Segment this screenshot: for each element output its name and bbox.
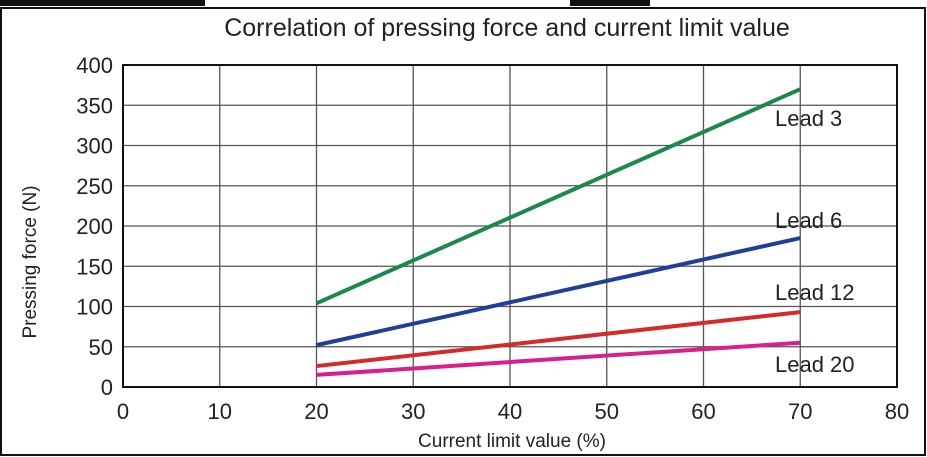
chart-title: Correlation of pressing force and curren… xyxy=(224,14,790,42)
y-tick-label: 250 xyxy=(76,174,113,199)
series-labels: Lead 3 Lead 6 Lead 12 Lead 20 xyxy=(775,106,855,377)
top-bar-right xyxy=(570,0,650,6)
plot-area xyxy=(122,64,898,388)
y-tick-label: 100 xyxy=(76,295,113,320)
x-axis-ticks: 0 10 20 30 40 50 60 70 80 xyxy=(117,399,909,424)
x-tick-label: 80 xyxy=(885,399,909,424)
x-tick-label: 40 xyxy=(498,399,522,424)
x-tick-label: 60 xyxy=(691,399,715,424)
figure-border xyxy=(0,7,926,456)
x-tick-label: 30 xyxy=(401,399,425,424)
y-tick-label: 300 xyxy=(76,134,113,159)
series-label: Lead 12 xyxy=(775,280,855,305)
series-label: Lead 20 xyxy=(775,352,855,377)
series-label: Lead 3 xyxy=(775,106,842,131)
series-label: Lead 6 xyxy=(775,208,842,233)
x-tick-label: 10 xyxy=(208,399,232,424)
series-line xyxy=(316,340,801,377)
top-bar-left xyxy=(0,0,205,6)
x-tick-label: 20 xyxy=(304,399,328,424)
y-tick-label: 400 xyxy=(76,53,113,78)
y-tick-label: 150 xyxy=(76,254,113,279)
y-axis-ticks: 0 50 100 150 200 250 300 350 400 xyxy=(76,53,113,400)
y-axis-label: Pressing force (N) xyxy=(20,185,41,338)
series-line xyxy=(316,310,801,369)
series-lines xyxy=(315,87,802,377)
series-line xyxy=(316,236,801,348)
y-tick-label: 0 xyxy=(101,375,113,400)
x-tick-label: 0 xyxy=(117,399,129,424)
y-tick-label: 350 xyxy=(76,93,113,118)
x-tick-label: 50 xyxy=(595,399,619,424)
series-line xyxy=(315,87,802,306)
x-axis-label: Current limit value (%) xyxy=(418,431,606,452)
y-tick-label: 50 xyxy=(89,335,113,360)
x-tick-label: 70 xyxy=(788,399,812,424)
y-tick-label: 200 xyxy=(76,214,113,239)
